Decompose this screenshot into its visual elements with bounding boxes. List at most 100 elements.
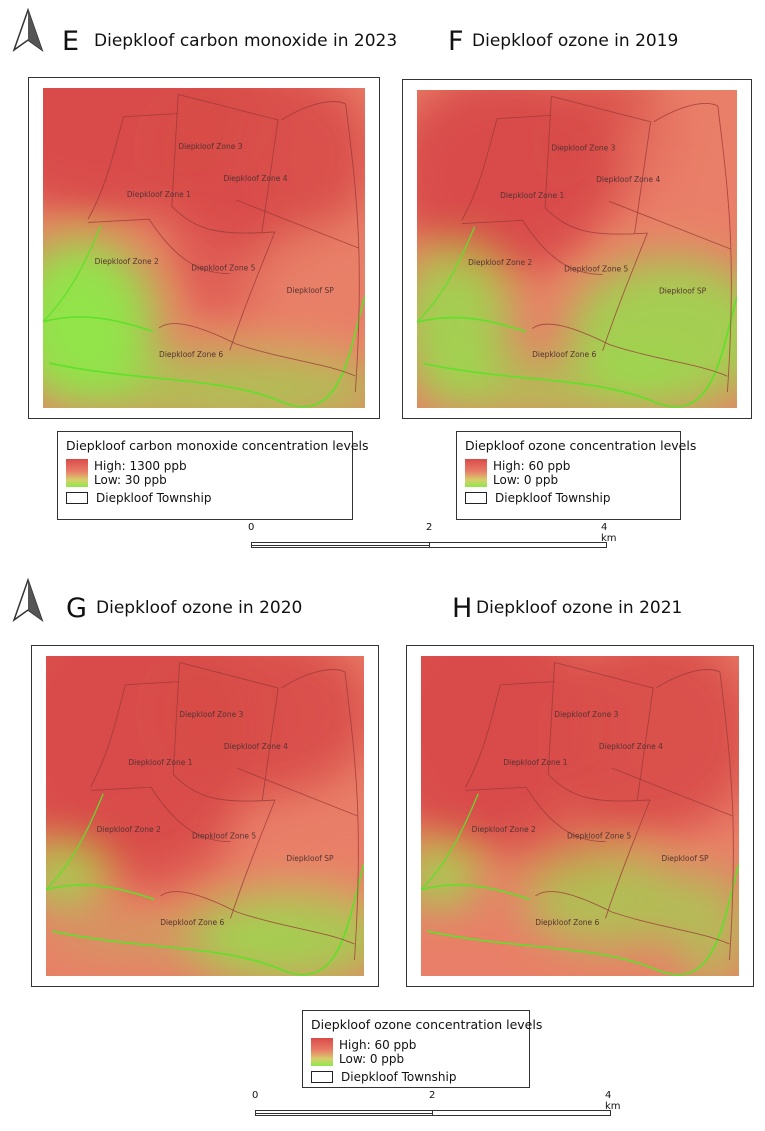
scale-bar: 0 2 4 km xyxy=(252,1090,621,1122)
scale-tick: 0 xyxy=(252,1090,259,1101)
map-panel-h: Diepkloof Zone 1 Diepkloof Zone 2 Diepkloo… xyxy=(406,645,754,987)
township-boundary xyxy=(417,316,527,333)
township-boundary xyxy=(427,863,739,976)
zone-label: Diepkloof Zone 2 xyxy=(468,258,532,267)
zone-label: Diepkloof Zone 2 xyxy=(97,825,161,834)
township-boundary xyxy=(49,295,365,408)
zone-boundary xyxy=(178,93,279,233)
zone-boundary xyxy=(551,95,652,234)
zone-label: Diepkloof Zone 5 xyxy=(192,831,256,840)
zone-label: Diepkloof SP xyxy=(287,286,335,295)
map-panel-g: Diepkloof Zone 1 Diepkloof Zone 2 Diepkloo… xyxy=(31,645,379,987)
heat-area xyxy=(624,99,737,212)
scale-bar-graphic xyxy=(251,542,607,548)
zone-label: Diepkloof SP xyxy=(659,287,707,296)
map-canvas: Diepkloof Zone 1 Diepkloof Zone 2 Diepkloo… xyxy=(417,90,737,408)
heat-area xyxy=(71,351,365,408)
heat-area xyxy=(673,872,739,976)
heat-area xyxy=(166,172,280,324)
zone-boundary xyxy=(179,661,279,801)
legend-title: Diepkloof carbon monoxide concentration … xyxy=(66,438,369,453)
panel-title: Diepkloof ozone in 2019 xyxy=(472,31,679,51)
township-swatch xyxy=(311,1071,333,1083)
zone-label: Diepkloof Zone 5 xyxy=(567,831,631,840)
legend-low: Low: 0 ppb xyxy=(339,1052,405,1066)
zone-boundary xyxy=(88,218,230,275)
zone-boundary xyxy=(160,891,355,945)
township-boundary xyxy=(43,316,153,332)
legend-carbon-monoxide: Diepkloof carbon monoxide concentration … xyxy=(57,431,369,520)
heat-area xyxy=(251,229,365,343)
zone-boundary xyxy=(281,101,360,393)
heat-area xyxy=(421,848,478,906)
zone-boundary xyxy=(236,767,358,817)
zone-boundary xyxy=(656,669,734,961)
zone-label: Diepkloof Zone 2 xyxy=(472,825,536,834)
zone-boundary xyxy=(230,799,276,919)
color-ramp xyxy=(66,459,88,487)
zone-label: Diepkloof Zone 1 xyxy=(500,191,564,200)
zone-boundary xyxy=(605,799,651,919)
township-boundary xyxy=(421,793,479,891)
zone-boundary xyxy=(535,891,730,945)
panel-letter: G xyxy=(66,593,87,624)
township-boundary xyxy=(46,793,104,891)
zone-boundary xyxy=(653,103,732,393)
zone-label: Diepkloof Zone 1 xyxy=(127,190,191,199)
zone-label: Diepkloof Zone 6 xyxy=(532,350,596,359)
township-boundary xyxy=(423,296,737,408)
heat-area xyxy=(495,768,627,882)
scale-tick: 0 xyxy=(248,522,255,533)
zone-boundary xyxy=(465,681,555,788)
heat-area xyxy=(83,787,234,901)
zone-boundary xyxy=(547,662,650,802)
zone-label: Diepkloof Zone 6 xyxy=(160,918,224,927)
legend-high: High: 60 ppb xyxy=(493,459,571,473)
map-canvas: Diepkloof Zone 1 Diepkloof Zone 2 Diepkloo… xyxy=(46,656,364,976)
township-boundary xyxy=(421,884,530,900)
legend-township: Diepkloof Township xyxy=(96,491,212,505)
heat-area xyxy=(148,656,364,798)
scale-bar-graphic xyxy=(255,1110,611,1116)
zone-label: Diepkloof Zone 6 xyxy=(535,918,599,927)
zone-label: Diepkloof Zone 3 xyxy=(178,142,242,151)
zone-label: Diepkloof Zone 5 xyxy=(564,264,628,273)
color-ramp xyxy=(465,459,487,487)
zone-label: Diepkloof Zone 3 xyxy=(551,143,615,152)
zone-label: Diepkloof Zone 3 xyxy=(179,710,243,719)
zone-label: Diepkloof Zone 2 xyxy=(95,257,159,266)
zone-boundary xyxy=(229,231,276,351)
zone-label: Diepkloof Zone 6 xyxy=(159,350,223,359)
zone-boundary xyxy=(172,662,275,802)
zone-label: Diepkloof SP xyxy=(661,854,709,863)
zone-boundary xyxy=(158,323,356,377)
zone-boundary xyxy=(544,96,648,235)
north-arrow-icon xyxy=(12,8,44,52)
township-swatch xyxy=(66,492,88,504)
legend-township: Diepkloof Township xyxy=(495,491,611,505)
zone-boundary xyxy=(461,114,552,221)
township-boundary xyxy=(46,884,155,900)
heat-area xyxy=(417,249,512,399)
zone-label: Diepkloof Zone 1 xyxy=(503,758,567,767)
scale-bar: 0 2 4 km xyxy=(248,522,617,554)
legend-low: Low: 0 ppb xyxy=(493,473,559,487)
heat-area xyxy=(46,928,327,948)
zone-boundary xyxy=(171,94,275,234)
zone-boundary xyxy=(461,219,603,275)
legend-ozone: Diepkloof ozone concentration levels Hig… xyxy=(456,431,697,520)
zone-boundary xyxy=(554,661,654,801)
legend-township: Diepkloof Township xyxy=(341,1070,457,1084)
zone-boundary xyxy=(611,767,733,817)
panel-letter: H xyxy=(452,593,473,624)
panel-letter: F xyxy=(448,26,464,57)
scale-tick: 4 km xyxy=(601,522,617,544)
panel-letter: E xyxy=(62,26,80,57)
scale-tick: 2 xyxy=(429,1090,436,1101)
panel-title: Diepkloof carbon monoxide in 2023 xyxy=(94,31,398,51)
map-panel-f: Diepkloof Zone 1 Diepkloof Zone 2 Diepkloo… xyxy=(402,79,752,419)
legend-high: High: 1300 ppb xyxy=(94,459,187,473)
legend-title: Diepkloof ozone concentration levels xyxy=(465,438,697,453)
map-canvas: Diepkloof Zone 1 Diepkloof Zone 2 Diepkloo… xyxy=(43,88,365,408)
zone-boundary xyxy=(531,323,728,377)
